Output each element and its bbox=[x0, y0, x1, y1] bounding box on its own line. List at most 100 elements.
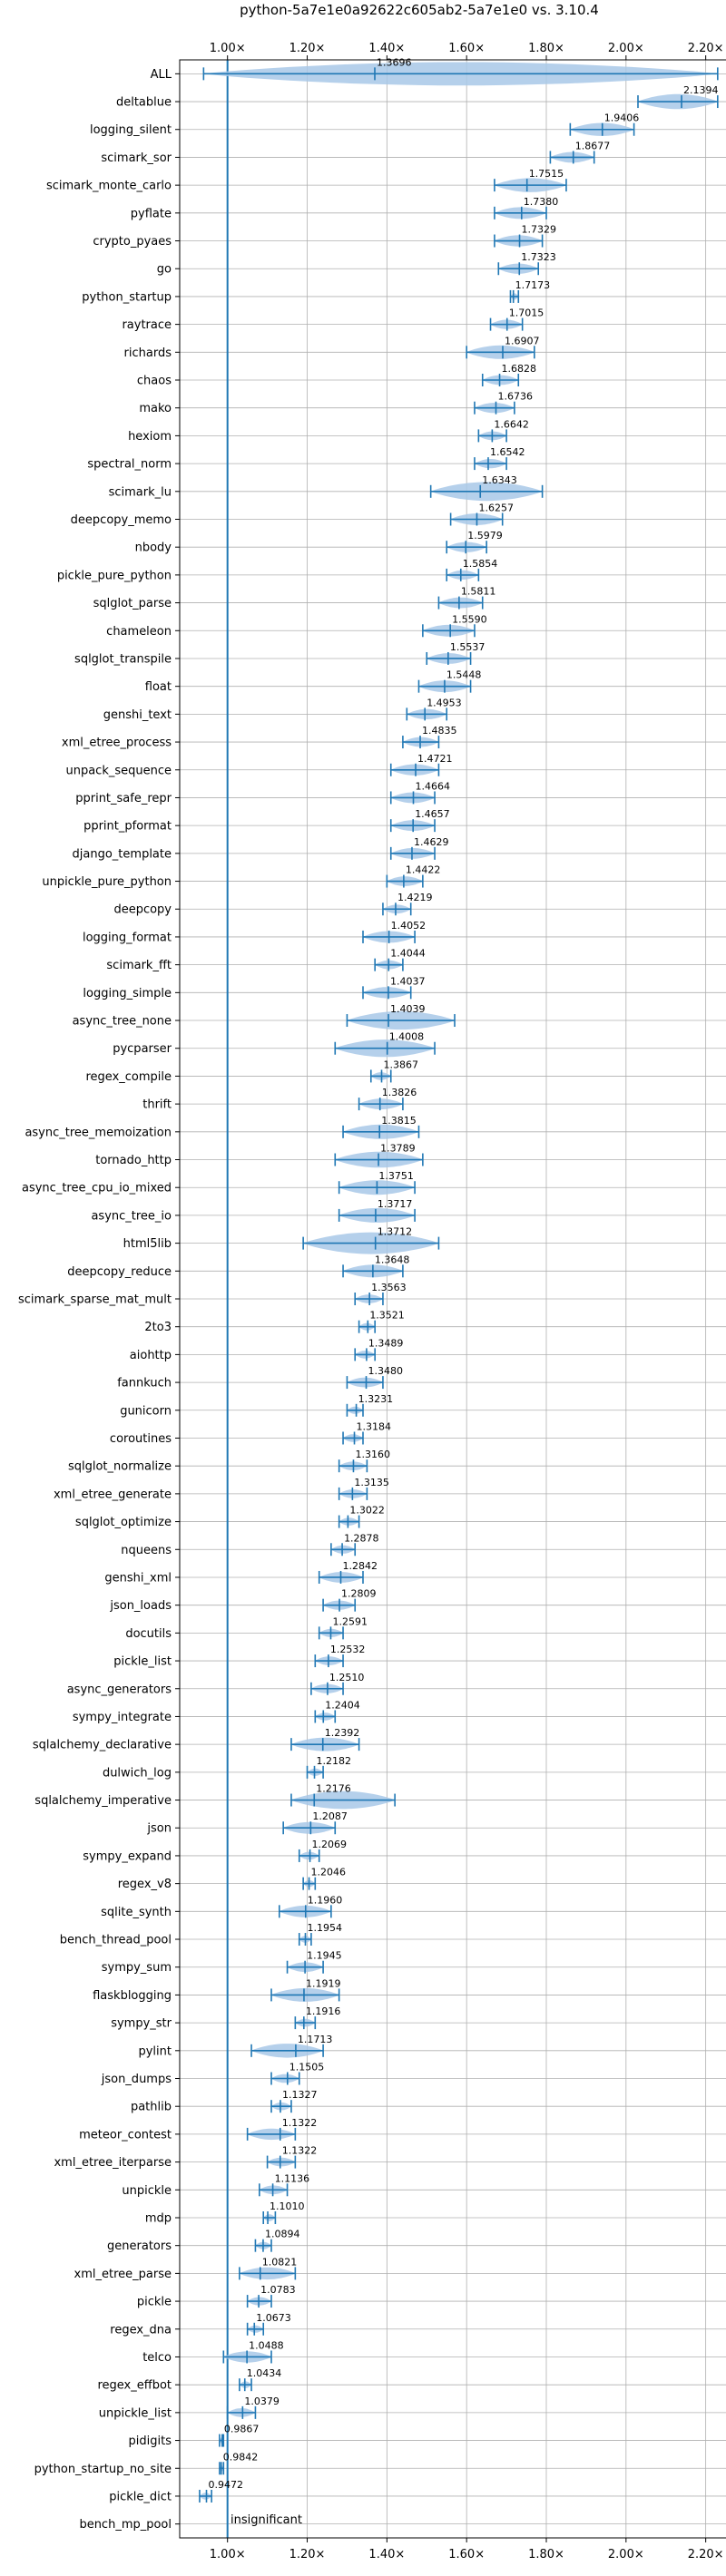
value-label: 1.2842 bbox=[342, 1560, 378, 1572]
value-label: 1.1322 bbox=[282, 2145, 318, 2157]
value-label: 1.4037 bbox=[390, 975, 426, 987]
y-tick-label: bench_mp_pool bbox=[79, 2518, 172, 2532]
y-tick-label: sympy_expand bbox=[83, 1849, 172, 1863]
y-tick-label: xml_etree_process bbox=[62, 737, 172, 750]
y-tick-label: pprint_pformat bbox=[83, 820, 172, 834]
value-label: 1.3231 bbox=[358, 1393, 394, 1405]
y-tick-label: pickle_pure_python bbox=[57, 569, 172, 582]
y-tick-label: fannkuch bbox=[117, 1377, 172, 1390]
y-tick-label: python_startup bbox=[82, 290, 172, 304]
y-tick-label: crypto_pyaes bbox=[93, 235, 172, 249]
value-label: 1.3751 bbox=[378, 1170, 414, 1182]
value-label: 1.0821 bbox=[262, 2256, 298, 2268]
value-label: 1.5537 bbox=[450, 641, 486, 653]
chart-title: python-5a7e1e0a92622c605ab2-5a7e1e0 vs. … bbox=[240, 2, 599, 18]
value-label: 1.4008 bbox=[389, 1031, 425, 1043]
y-tick-label: dulwich_log bbox=[103, 1766, 172, 1780]
x-tick-label-top: 2.00× bbox=[608, 42, 644, 55]
value-label: 1.1505 bbox=[289, 2062, 325, 2073]
y-tick-label: meteor_contest bbox=[79, 2128, 172, 2142]
value-label: 1.4721 bbox=[417, 753, 453, 765]
value-label: 1.2809 bbox=[341, 1588, 377, 1600]
value-label: 1.1919 bbox=[306, 1977, 341, 1989]
value-label: 1.6907 bbox=[505, 335, 540, 346]
value-label: 1.6736 bbox=[497, 391, 533, 403]
y-tick-label: regex_effbot bbox=[97, 2379, 172, 2393]
y-tick-label: flaskblogging bbox=[93, 1989, 172, 2003]
value-label: 1.2591 bbox=[332, 1615, 368, 1627]
y-tick-label: async_tree_cpu_io_mixed bbox=[22, 1182, 172, 1195]
value-label: 1.4629 bbox=[414, 836, 449, 848]
value-label: 1.7323 bbox=[521, 251, 556, 263]
y-tick-label: deltablue bbox=[116, 96, 172, 110]
y-tick-label: thrift bbox=[142, 1098, 172, 1112]
grid-lines bbox=[180, 60, 726, 2538]
y-tick-label: logging_format bbox=[83, 931, 172, 944]
y-tick-label: genshi_text bbox=[103, 708, 172, 722]
value-label: 1.3826 bbox=[382, 1087, 417, 1098]
y-tick-label: gunicorn bbox=[120, 1404, 172, 1418]
y-tick-label: xml_etree_generate bbox=[54, 1488, 172, 1501]
value-label: 1.6642 bbox=[494, 418, 529, 430]
y-tick-label: nqueens bbox=[121, 1544, 172, 1557]
y-tick-label: scimark_sor bbox=[101, 151, 172, 165]
y-tick-label: richards bbox=[124, 346, 172, 360]
y-tick-label: scimark_monte_carlo bbox=[46, 180, 172, 193]
value-label: 1.3135 bbox=[354, 1477, 389, 1488]
y-tick-label: pathlib bbox=[131, 2101, 172, 2114]
value-label: 1.5854 bbox=[463, 558, 497, 570]
value-label: 1.7015 bbox=[509, 307, 544, 319]
value-label: 1.9406 bbox=[604, 112, 640, 124]
y-tick-label: mdp bbox=[145, 2211, 172, 2225]
value-label: 2.1394 bbox=[683, 84, 719, 96]
x-tick-label-bottom: 1.60× bbox=[448, 2548, 485, 2561]
y-tick-label: sqlglot_optimize bbox=[75, 1516, 172, 1529]
y-tick-label: unpickle_pure_python bbox=[42, 875, 172, 889]
value-label: 1.7329 bbox=[522, 224, 557, 236]
value-label: 1.1916 bbox=[306, 2005, 341, 2017]
value-label: 1.8677 bbox=[575, 140, 611, 151]
value-label: 1.4953 bbox=[427, 697, 462, 708]
y-tick-label: sympy_str bbox=[111, 2017, 172, 2031]
value-label: 1.5448 bbox=[446, 669, 482, 681]
y-tick-label: xml_etree_iterparse bbox=[54, 2156, 172, 2170]
y-tick-label: regex_compile bbox=[85, 1070, 172, 1084]
x-tick-label-top: 1.80× bbox=[528, 42, 564, 55]
y-tick-label: sqlalchemy_imperative bbox=[34, 1794, 172, 1808]
value-label: 1.4219 bbox=[397, 892, 433, 903]
y-tick-label: scimark_lu bbox=[109, 485, 172, 499]
y-tick-label: sqlglot_parse bbox=[93, 597, 172, 610]
value-label: 1.2532 bbox=[330, 1644, 366, 1655]
y-tick-label: sympy_integrate bbox=[73, 1711, 172, 1724]
value-label: 1.1322 bbox=[282, 2117, 318, 2129]
value-label: 1.5590 bbox=[452, 613, 487, 625]
value-label: 1.3521 bbox=[369, 1310, 405, 1322]
value-label: 1.7380 bbox=[524, 196, 559, 208]
y-tick-label: pickle bbox=[137, 2296, 172, 2309]
y-tick-label: python_startup_no_site bbox=[34, 2463, 172, 2476]
value-label: 1.3867 bbox=[384, 1059, 419, 1070]
y-tick-label: pprint_safe_repr bbox=[75, 792, 172, 805]
x-tick-label-top: 2.20× bbox=[688, 42, 724, 55]
insignificant-label: insignificant bbox=[231, 2513, 302, 2527]
value-label: 1.2069 bbox=[312, 1839, 348, 1850]
x-tick-label-bottom: 1.80× bbox=[528, 2548, 564, 2561]
value-label: 1.2404 bbox=[325, 1699, 360, 1711]
y-tick-label: async_tree_none bbox=[73, 1015, 172, 1029]
y-tick-label: async_generators bbox=[67, 1683, 172, 1696]
value-label: 1.1960 bbox=[308, 1894, 343, 1906]
value-label: 1.4657 bbox=[415, 808, 450, 820]
y-tick-label: chaos bbox=[137, 375, 172, 388]
value-label: 1.0379 bbox=[244, 2395, 280, 2407]
y-tick-label: pylint bbox=[138, 2044, 172, 2058]
y-tick-label: json bbox=[146, 1822, 172, 1836]
value-label: 1.2046 bbox=[311, 1867, 347, 1878]
y-tick-label: async_tree_memoization bbox=[25, 1126, 172, 1139]
value-label: 1.6257 bbox=[478, 502, 514, 513]
x-tick-label-bottom: 2.20× bbox=[688, 2548, 724, 2561]
y-tick-label: regex_dna bbox=[110, 2323, 172, 2337]
y-tick-label: docutils bbox=[125, 1627, 172, 1641]
y-tick-label: chameleon bbox=[106, 625, 172, 639]
value-label: 1.3184 bbox=[357, 1420, 392, 1432]
